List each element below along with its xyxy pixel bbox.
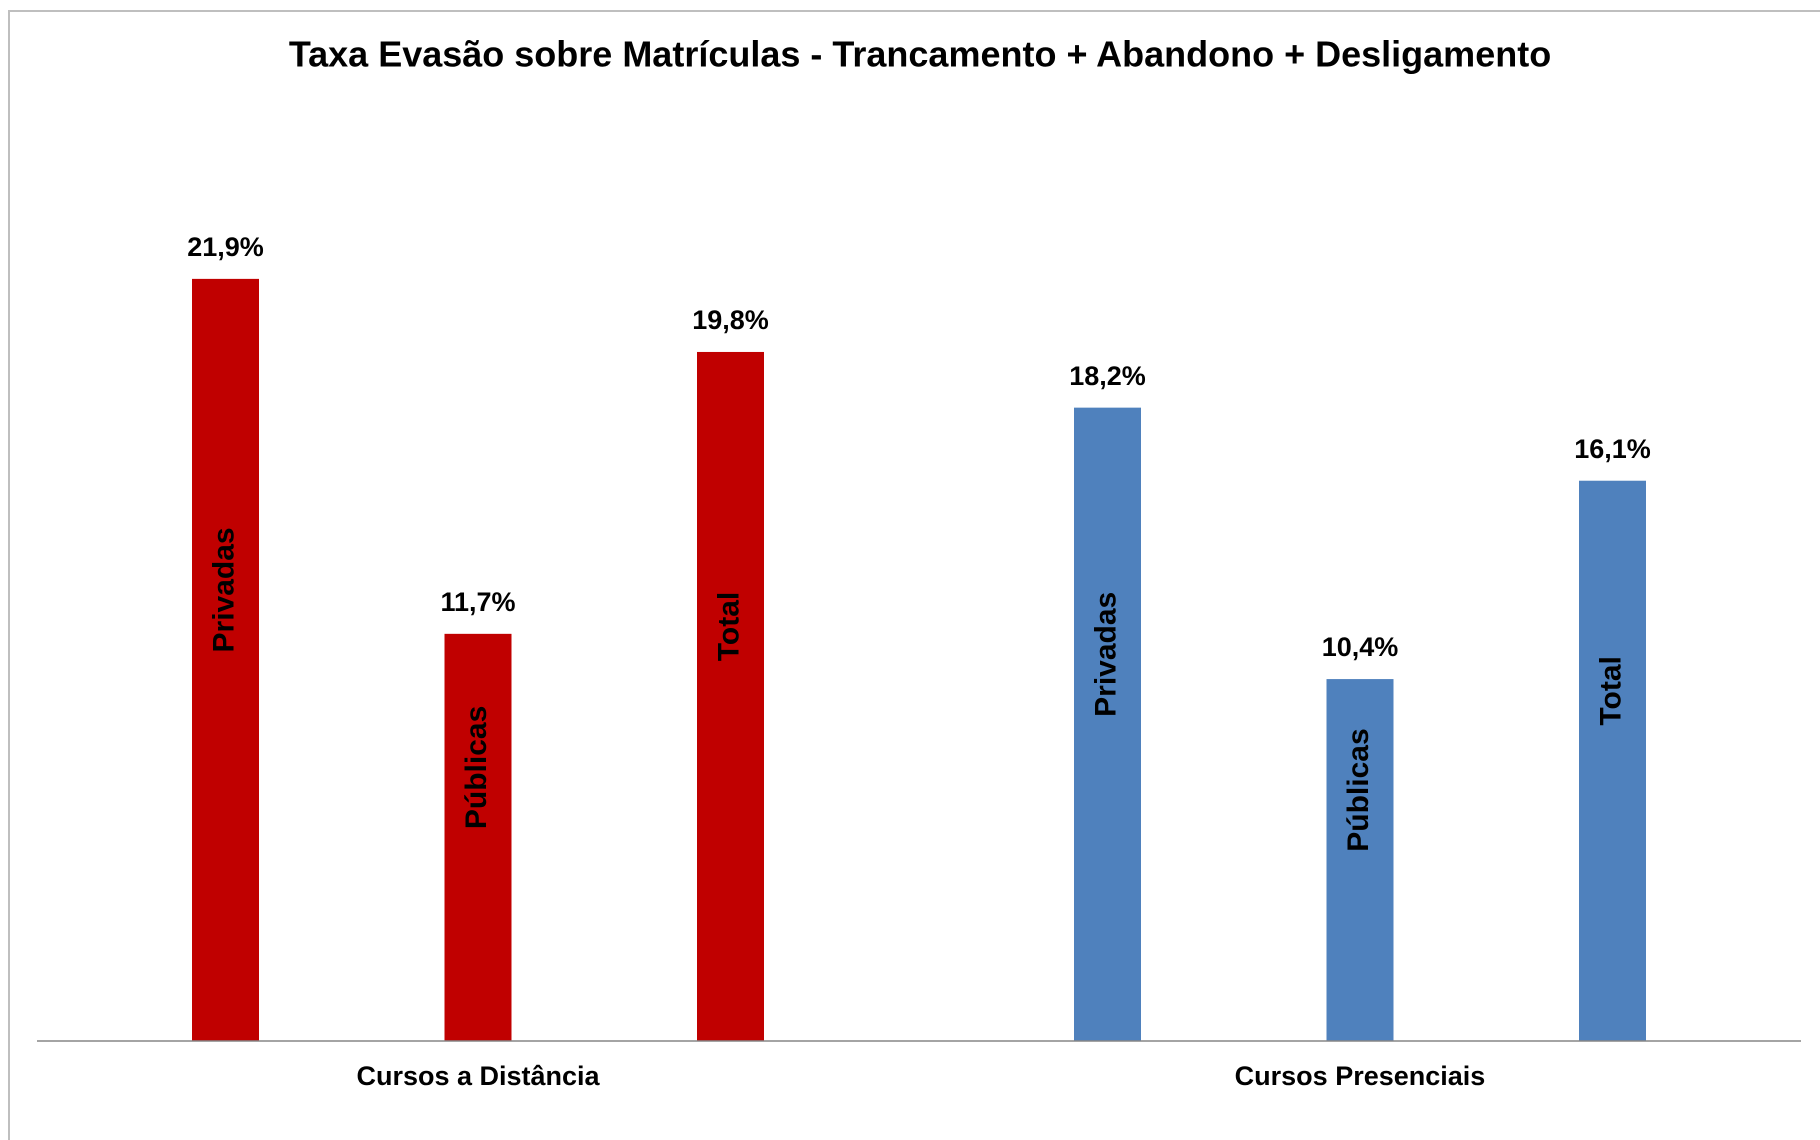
chart-title: Taxa Evasão sobre Matrículas - Trancamen… [289, 34, 1551, 75]
bar [697, 351, 764, 1042]
bar [1074, 407, 1141, 1041]
data-label: 10,4% [1322, 632, 1399, 662]
bar-series-label: Privadas [207, 527, 240, 652]
data-label: 21,9% [187, 232, 264, 262]
bar [1579, 480, 1646, 1042]
bar-series-label: Privadas [1089, 592, 1122, 717]
data-label: 19,8% [692, 305, 769, 335]
bar-series-label: Total [1594, 656, 1627, 725]
chart-frame [8, 10, 1820, 1140]
bar [192, 278, 259, 1041]
bar-series-label: Públicas [460, 706, 493, 829]
bar-series-label: Total [712, 592, 745, 661]
bar [444, 633, 512, 1041]
x-tick-label: Cursos a Distância [356, 1061, 600, 1091]
bar [1326, 679, 1394, 1041]
data-label: 18,2% [1069, 361, 1146, 391]
bar-series-label: Públicas [1342, 728, 1375, 851]
data-label: 11,7% [440, 587, 515, 617]
data-label: 16,1% [1574, 434, 1651, 464]
x-tick-label: Cursos Presenciais [1235, 1061, 1486, 1091]
